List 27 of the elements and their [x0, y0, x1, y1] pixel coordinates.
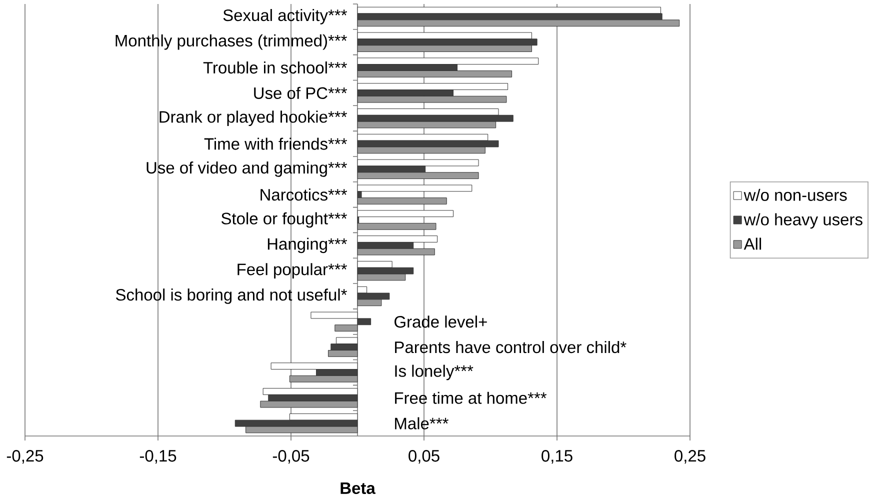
- x-tick-label: 0,25: [674, 450, 706, 464]
- y-tick-label: Feel popular***: [238, 263, 347, 279]
- y-tick-label: Use of PC***: [254, 86, 348, 99]
- y-tick-label: Parents have control over child*: [395, 341, 626, 354]
- x-tick-label: -0,05: [272, 450, 310, 464]
- y-tick-label: Stole or fought***: [221, 212, 348, 228]
- y-tick-label: Sexual activity***: [223, 9, 348, 24]
- y-tick-label: School is boring and not useful*: [116, 288, 347, 304]
- legend-label: All: [744, 238, 762, 250]
- y-tick-label: Is lonely***: [395, 364, 474, 380]
- x-axis-title: Beta: [340, 482, 376, 494]
- x-tick-label: -0,25: [6, 450, 44, 464]
- y-tick-label: Hanging***: [268, 238, 348, 254]
- x-tick-label: 0,15: [542, 450, 572, 464]
- y-tick-label: Drank or played hookie***: [160, 110, 347, 126]
- x-tick-label: -0,15: [140, 450, 176, 464]
- y-tick-label: Monthly purchases (trimmed)***: [116, 34, 347, 50]
- y-tick-label: Narcotics***: [260, 188, 348, 201]
- legend-label: w/o non-users: [744, 188, 847, 201]
- y-tick-label: Grade level+: [394, 316, 487, 328]
- y-tick-label: Trouble in school***: [203, 61, 347, 74]
- y-tick-label: Use of video and gaming***: [146, 161, 347, 177]
- y-tick-label: Time with friends***: [204, 138, 348, 150]
- legend-label: w/o heavy users: [744, 213, 862, 229]
- x-tick-label: 0,05: [408, 450, 440, 464]
- y-tick-label: Male***: [395, 417, 448, 430]
- y-tick-label: Free time at home***: [395, 392, 547, 404]
